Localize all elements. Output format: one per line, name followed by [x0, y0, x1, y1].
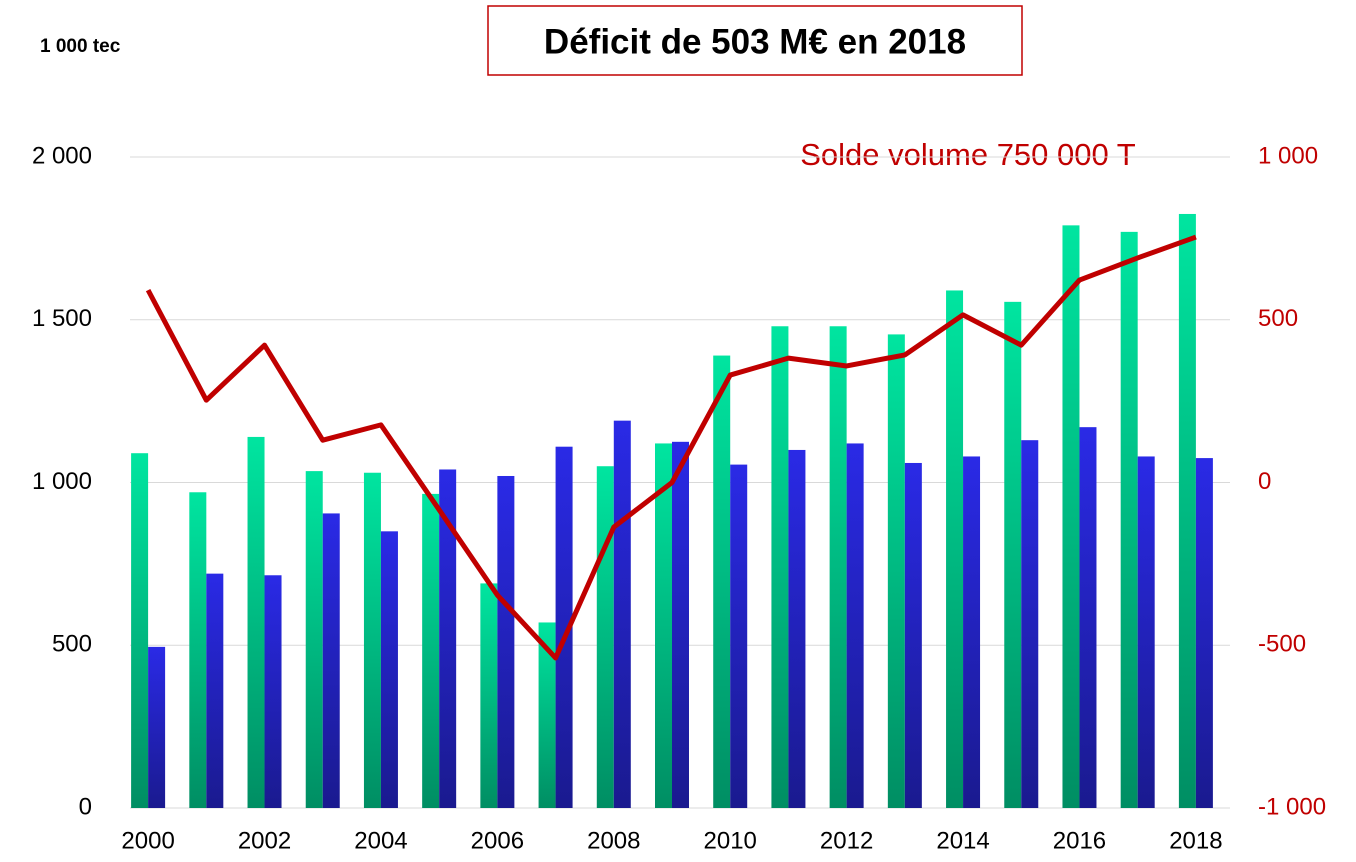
line: [145, 234, 1197, 661]
bar: [963, 456, 981, 808]
bar: [148, 646, 166, 808]
x-tick-label: 2008: [587, 827, 640, 854]
bar: [904, 462, 922, 808]
bar: [322, 513, 340, 808]
y2-tick-label: 500: [1258, 305, 1298, 332]
bar: [555, 446, 573, 808]
x-tick-label: 2018: [1169, 827, 1222, 854]
y-unit-label: 1 000 tec: [40, 36, 121, 57]
bar: [1195, 458, 1213, 808]
annotation: Solde volume 750 000 T: [800, 137, 1136, 172]
bar: [380, 531, 398, 808]
bar: [1120, 231, 1138, 809]
bar: [480, 583, 498, 808]
y-tick-label: 0: [79, 793, 92, 820]
y2-tick-label: -1 000: [1258, 793, 1326, 820]
bar: [305, 471, 323, 808]
x-tick-label: 2006: [471, 827, 524, 854]
bar: [655, 443, 672, 808]
x-tick-label: 2004: [354, 827, 407, 854]
y2-tick-label: 0: [1258, 468, 1271, 495]
bar: [771, 326, 789, 808]
title-box: [487, 5, 1023, 76]
y2-tick-label: 1 000: [1258, 142, 1318, 169]
bar: [422, 493, 440, 808]
bar: [829, 326, 847, 808]
y-tick-label: 500: [52, 631, 92, 658]
bar: [497, 475, 515, 808]
bar: [1021, 440, 1039, 808]
bar: [131, 453, 149, 808]
x-tick-label: 2000: [121, 827, 174, 854]
x-tick-label: 2010: [704, 827, 757, 854]
bar: [1079, 427, 1097, 808]
bar: [788, 449, 806, 808]
bar: [206, 573, 224, 808]
bar: [1137, 456, 1155, 808]
bar: [1004, 301, 1022, 808]
x-tick-label: 2016: [1053, 827, 1106, 854]
bar: [846, 443, 864, 808]
bar: [189, 492, 207, 808]
bar: [887, 334, 905, 808]
bar: [264, 575, 282, 808]
bar: [613, 420, 631, 808]
bar: [538, 622, 556, 808]
bar: [439, 469, 457, 808]
bar: [946, 290, 964, 809]
bar: [363, 472, 381, 808]
x-tick-label: 2014: [936, 827, 989, 854]
x-tick-label: 2002: [238, 827, 291, 854]
y-tick-label: 2 000: [32, 142, 92, 169]
bar: [713, 355, 731, 808]
y-tick-label: 1 500: [32, 305, 92, 332]
y-tick-label: 1 000: [32, 468, 92, 495]
bar: [730, 464, 748, 808]
chart-title: Déficit de 503 M€ en 2018: [544, 22, 966, 61]
x-tick-label: 2012: [820, 827, 873, 854]
bar: [247, 436, 265, 808]
bar: [1178, 213, 1196, 808]
bar: [1062, 225, 1080, 809]
bar: [596, 466, 614, 808]
y2-tick-label: -500: [1258, 631, 1306, 658]
bar: [672, 441, 689, 808]
